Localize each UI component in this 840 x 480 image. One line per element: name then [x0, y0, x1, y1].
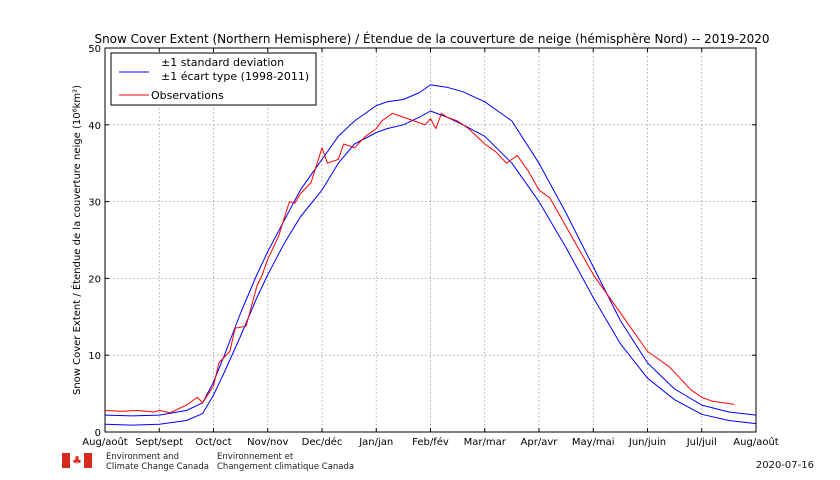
- series-line-observations: [104, 112, 735, 414]
- y-tick-label: 0: [95, 428, 101, 439]
- legend-label-std-line2: ±1 écart type (1998-2011): [161, 70, 309, 83]
- y-tick-label: 50: [88, 44, 101, 55]
- org-fr-line2: Changement climatique Canada: [217, 462, 355, 472]
- footer: ♣ Environment and Climate Change Canada …: [0, 448, 840, 480]
- y-axis-label: Snow Cover Extent / Étendue de la couver…: [70, 85, 83, 395]
- x-tick-label: Oct/oct: [195, 437, 231, 448]
- axis-ticks: 0 10 20 30 40 50 Aug/août Sept/sept Oct/oct Nov/n…: [82, 44, 778, 448]
- chart-title: Snow Cover Extent (Northern Hemisphere) …: [94, 31, 769, 46]
- series-line-std-lower: [104, 110, 757, 426]
- canada-flag-icon: ♣: [62, 453, 92, 468]
- series-lines: [104, 84, 757, 426]
- x-tick-label: Feb/fév: [412, 436, 449, 448]
- legend-label-observations: Observations: [151, 89, 224, 102]
- x-tick-label: Sept/sept: [135, 437, 183, 448]
- x-tick-label: Dec/déc: [302, 436, 343, 448]
- org-en-line1: Environment and: [106, 452, 179, 462]
- x-tick-label: Apr/avr: [521, 437, 559, 448]
- series-line-std-upper: [104, 84, 757, 417]
- x-tick-label: Jun/juin: [628, 437, 666, 448]
- snow-cover-chart: 0 10 20 30 40 50 Aug/août Sept/sept Oct/oct Nov/n…: [70, 31, 779, 448]
- org-name-english: Environment and Climate Change Canada: [106, 452, 209, 472]
- y-tick-label: 40: [88, 121, 101, 132]
- legend-label-std-line1: ±1 standard deviation: [161, 56, 284, 69]
- publication-date: 2020-07-16: [755, 460, 814, 471]
- legend-box: [110, 52, 317, 106]
- x-tick-label: Jul/juil: [686, 437, 717, 448]
- y-tick-label: 20: [88, 274, 101, 285]
- x-tick-label: Mar/mar: [464, 437, 507, 448]
- y-tick-label: 10: [88, 351, 101, 362]
- y-tick-label: 30: [88, 198, 101, 209]
- x-tick-label: Nov/nov: [247, 437, 288, 448]
- org-fr-line1: Environnement et: [217, 452, 294, 462]
- x-tick-label: Jan/jan: [358, 437, 393, 448]
- x-tick-label: May/mai: [572, 437, 615, 448]
- x-tick-label: Aug/août: [82, 436, 127, 448]
- x-tick-label: Aug/août: [733, 436, 778, 448]
- org-en-line2: Climate Change Canada: [106, 462, 210, 472]
- org-name-french: Environnement et Changement climatique C…: [217, 452, 354, 472]
- legend: ±1 standard deviation±1 écart type (1998…: [110, 52, 317, 106]
- grid: [105, 48, 756, 432]
